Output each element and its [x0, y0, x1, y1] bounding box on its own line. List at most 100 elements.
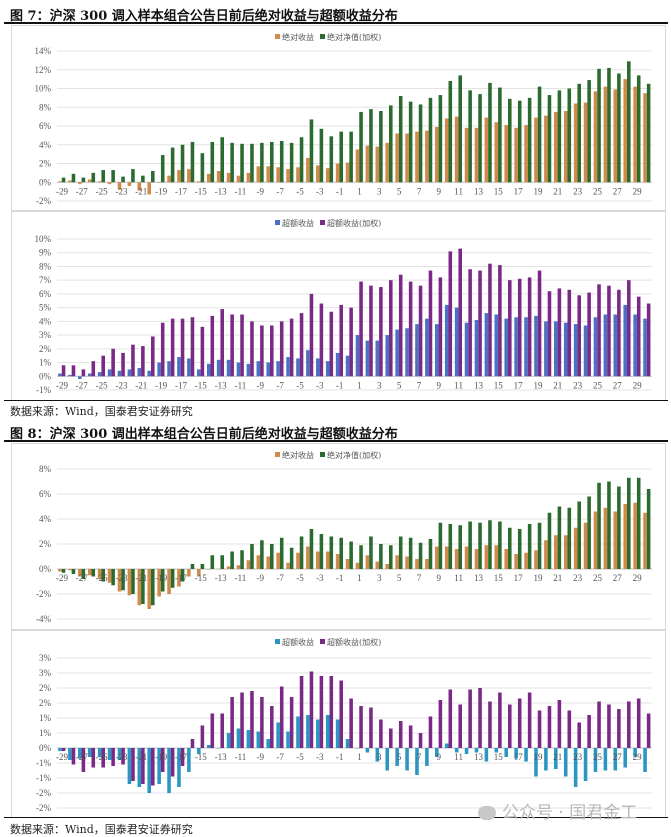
chart-fig7-excess-returns: 10% 9% 8% 7% 6% 5% 4% 3% 2% 1% 0% -1% -29 -27 -25 -23 -2… [11, 211, 666, 401]
legend-swatch-1 [275, 639, 280, 644]
x-tick-label: -21 [135, 573, 147, 583]
y-tick-label: 10% [35, 234, 52, 244]
bar-series-1 [117, 182, 122, 190]
bar-series-1 [117, 370, 122, 377]
bar-series-2 [61, 177, 66, 183]
bar-series-2 [379, 287, 383, 377]
bar-series-2 [438, 700, 443, 748]
bar-series-1 [554, 748, 558, 769]
x-tick-label: 5 [397, 186, 402, 196]
bar-series-2 [517, 100, 522, 183]
bar-series-2 [557, 700, 562, 748]
x-tick-label: -13 [215, 752, 227, 762]
figure-7-title-rule [4, 22, 668, 24]
bar-series-2 [210, 555, 215, 569]
bar-series-1 [504, 125, 509, 183]
bar-series-2 [418, 733, 423, 748]
bar-series-1 [286, 169, 290, 183]
x-tick-label: -13 [215, 186, 227, 196]
bar-series-1 [157, 569, 161, 597]
bar-series-1 [127, 748, 132, 784]
bar-series-1 [87, 179, 92, 183]
x-tick-label: -15 [195, 186, 207, 196]
bar-series-2 [478, 94, 482, 183]
bar-series-1 [226, 566, 231, 569]
bar-series-2 [71, 365, 76, 377]
bar-series-1 [58, 181, 62, 183]
bar-series-2 [587, 80, 591, 183]
bar-series-2 [527, 97, 532, 183]
bar-series-1 [534, 117, 538, 183]
bar-series-2 [61, 365, 66, 377]
bar-series-2 [101, 748, 105, 768]
x-tick-label: 1 [357, 573, 362, 583]
bar-series-2 [91, 172, 96, 183]
bar-series-2 [498, 87, 502, 183]
bar-series-2 [359, 281, 363, 377]
x-tick-label: -5 [296, 573, 304, 583]
bar-series-2 [289, 142, 294, 183]
bar-series-2 [81, 748, 86, 772]
x-tick-label: -11 [235, 752, 247, 762]
bar-series-1 [296, 167, 300, 183]
bar-series-2 [636, 75, 641, 183]
bar-series-1 [246, 730, 251, 748]
bar-series-1 [137, 569, 142, 606]
y-tick-label: -2% [36, 589, 51, 599]
bar-series-2 [567, 88, 572, 183]
x-tick-label: -19 [155, 752, 167, 762]
bar-series-1 [385, 564, 390, 569]
x-tick-label: 23 [573, 752, 583, 762]
bar-series-2 [289, 318, 294, 377]
legend-swatch-2 [320, 34, 325, 39]
bar-series-2 [389, 545, 393, 569]
x-tick-label: -5 [296, 380, 304, 390]
bar-series-2 [567, 710, 572, 748]
legend-label-1: 绝对收益 [282, 450, 314, 460]
bar-series-1 [484, 545, 489, 569]
bar-series-1 [563, 535, 568, 569]
bar-series-1 [78, 569, 82, 577]
bar-series-1 [484, 313, 489, 377]
x-tick-label: 15 [494, 380, 504, 390]
x-tick-label: 17 [514, 573, 524, 583]
bar-series-1 [415, 748, 419, 775]
bar-series-1 [544, 748, 548, 771]
x-tick-label: 7 [417, 573, 422, 583]
bar-series-1 [107, 569, 112, 583]
bar-series-1 [405, 748, 409, 771]
x-tick-label: 7 [417, 186, 422, 196]
y-tick-label: -2% [36, 788, 51, 798]
bar-series-1 [435, 546, 439, 569]
bar-series-2 [359, 545, 363, 569]
bar-series-1 [216, 171, 221, 183]
bar-series-1 [504, 748, 509, 757]
bar-series-2 [398, 96, 403, 183]
x-tick-label: 25 [593, 752, 603, 762]
x-tick-label: 19 [533, 186, 543, 196]
bar-series-1 [643, 93, 647, 183]
x-tick-label: 27 [613, 380, 623, 390]
bar-series-1 [355, 149, 360, 183]
x-tick-label: 7 [417, 380, 422, 390]
bar-series-1 [78, 182, 82, 185]
bar-series-1 [444, 118, 449, 183]
bar-series-1 [484, 748, 489, 762]
bar-series-1 [276, 722, 280, 748]
bar-series-2 [151, 569, 155, 606]
x-tick-label: -9 [257, 380, 265, 390]
bar-series-1 [425, 130, 429, 183]
x-tick-label: -23 [115, 380, 127, 390]
bar-series-1 [325, 551, 330, 569]
bar-series-2 [508, 527, 512, 569]
bar-series-2 [547, 512, 552, 569]
bar-series-2 [170, 748, 175, 777]
bar-series-2 [458, 525, 462, 569]
figure-8-title-rule [4, 440, 668, 442]
bar-series-1 [226, 733, 231, 748]
y-tick-label: 8% [39, 261, 52, 271]
bar-series-1 [197, 369, 201, 377]
y-tick-label: 8% [39, 464, 52, 474]
bar-series-1 [187, 748, 191, 772]
bar-series-2 [121, 748, 125, 765]
